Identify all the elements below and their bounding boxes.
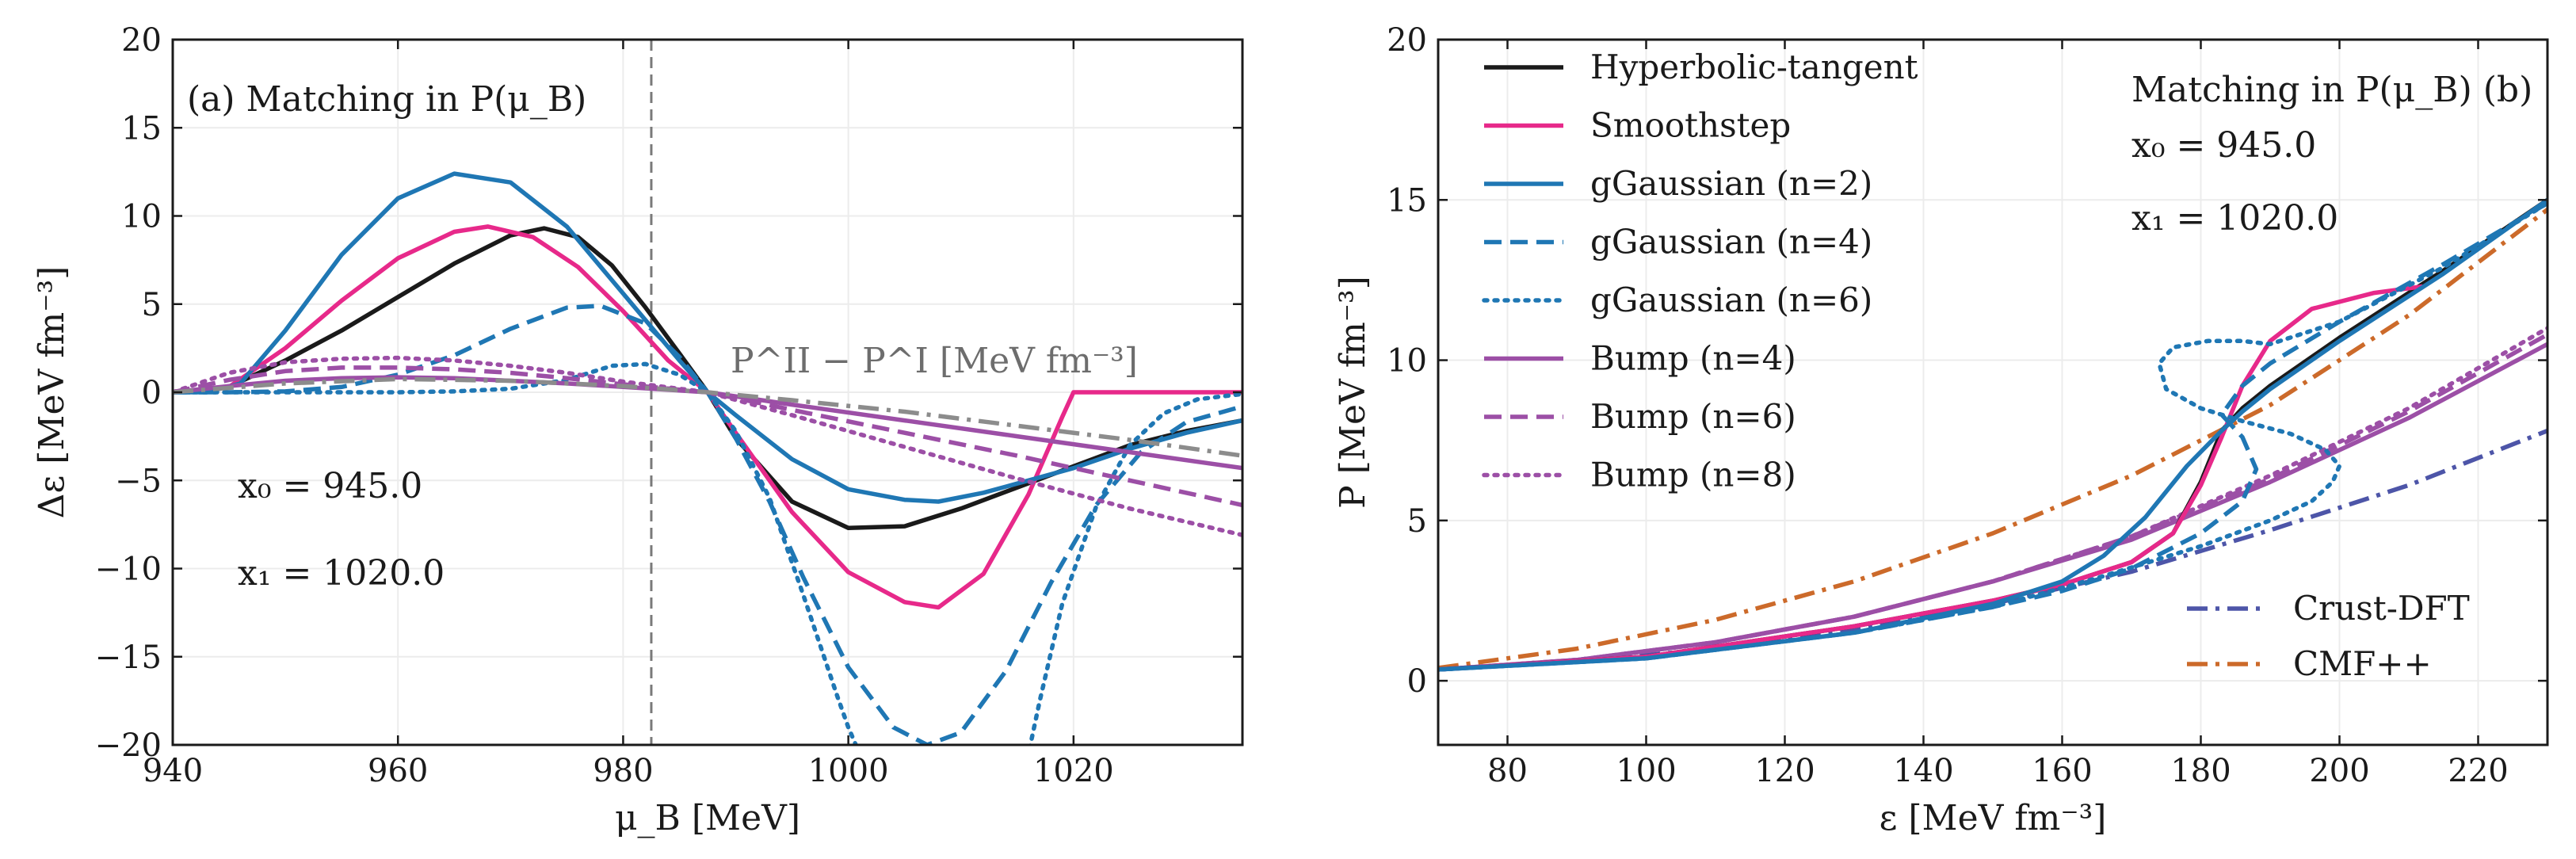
panel-a-x-tick-label: 1020 [1033, 753, 1114, 789]
panel-a-title: (a) Matching in P(μ_B) [187, 79, 586, 120]
panel-a-x-tick-label: 960 [368, 753, 428, 789]
panel-a-y-tick-label: 10 [121, 199, 162, 235]
legend-label-smoothstep: Smoothstep [1590, 106, 1791, 145]
panel-b-x-tick-label: 100 [1616, 753, 1676, 789]
panel-a-x-tick-label: 940 [143, 753, 203, 789]
panel-b-x1-annotation: x₁ = 1020.0 [2131, 198, 2338, 239]
legend-label-ggaussian-n-4: gGaussian (n=4) [1590, 223, 1872, 262]
legend-label-bump-n-4: Bump (n=4) [1590, 339, 1796, 378]
panel-b-series-cmf [1438, 208, 2547, 670]
panel-a-difference-label: P^II − P^I [MeV fm⁻³] [731, 341, 1138, 381]
panel-b-legend-crust-cmf: Crust-DFT CMF++ [2187, 589, 2470, 683]
panel-a-series-bump-n-8 [173, 355, 1242, 537]
panel-a-y-tick-label: −20 [95, 727, 162, 764]
panel-a-x-axis-label: μ_B [MeV] [615, 798, 800, 838]
panel-b-x-tick-label: 200 [2309, 753, 2369, 789]
panel-a-x-tick-label: 1000 [808, 753, 889, 789]
panel-b-x-tick-label: 220 [2448, 753, 2508, 789]
panel-b-x-tick-label: 140 [1893, 753, 1953, 789]
panel-a-series-bump-n-6 [173, 365, 1242, 508]
legend-label-hyperbolic-tangent: Hyperbolic-tangent [1590, 48, 1918, 86]
panel-b-x-tick-label: 160 [2032, 753, 2092, 789]
legend-label-crust-dft: Crust-DFT [2293, 589, 2470, 628]
panel-b-series-bump-n-8 [1438, 326, 2547, 672]
panel-a-x-tick-label: 980 [593, 753, 653, 789]
panel-a-x1-annotation: x₁ = 1020.0 [238, 553, 445, 594]
legend-label-bump-n-6: Bump (n=6) [1590, 397, 1796, 436]
panel-b-series-ggaussian-n-4 [1438, 200, 2547, 672]
panel-b-y-axis-label: P [MeV fm⁻³] [1333, 276, 1373, 509]
panel-b-x-tick-label: 80 [1487, 753, 1528, 789]
legend-label-ggaussian-n-2: gGaussian (n=2) [1590, 164, 1872, 203]
panel-a-y-tick-label: −5 [115, 463, 162, 499]
panel-a-y-tick-label: 15 [121, 110, 162, 147]
panel-a: 940 960 980 1000 1020 −20 −15 −10 −5 0 5 10 15 20 (a)… [32, 22, 1244, 838]
panel-a-series-smoothstep [173, 224, 1242, 610]
panel-a-series-ggaussian-n-4 [173, 304, 1242, 745]
panel-b-y-tick-label: 5 [1407, 503, 1427, 540]
panel-b-grid [1438, 39, 2547, 745]
panel-b: 80 100 120 140 160 180 200 220 0 5 10 15 20 Matching… [1333, 22, 2549, 838]
panel-b-title: Matching in P(μ_B) (b) [2131, 70, 2532, 110]
panel-a-series-ggaussian-n-6 [173, 361, 1242, 745]
panel-a-y-tick-label: 20 [121, 22, 162, 59]
panel-a-plot-area [173, 40, 1242, 745]
panel-a-series-ggaussian-n-2 [173, 171, 1242, 504]
panel-b-y-tick-label: 10 [1387, 343, 1427, 380]
panel-b-plot-area [1438, 198, 2547, 672]
panel-b-series-crust-dft [1438, 428, 2547, 672]
legend-label-cmf: CMF++ [2293, 644, 2432, 683]
panel-b-x0-annotation: x₀ = 945.0 [2131, 125, 2316, 166]
panel-a-y-tick-label: −10 [95, 552, 162, 588]
panel-a-y-tick-label: −15 [95, 639, 162, 676]
panel-b-y-tick-label: 20 [1387, 22, 1427, 59]
panel-b-series-ggaussian-n-6 [1438, 200, 2547, 672]
panel-b-x-tick-label: 120 [1754, 753, 1815, 789]
panel-b-y-tick-label: 0 [1407, 663, 1427, 700]
panel-a-y-axis-label: Δε [MeV fm⁻³] [32, 266, 72, 519]
panel-a-y-tick-label: 5 [142, 287, 162, 323]
panel-b-y-tick-label: 15 [1387, 182, 1427, 219]
panel-a-y-tick-label: 0 [142, 375, 162, 411]
panel-b-frame [1437, 38, 2549, 746]
panel-b-x-tick-label: 180 [2170, 753, 2231, 789]
panel-b-series-smoothstep [1438, 284, 2423, 672]
panel-a-x0-annotation: x₀ = 945.0 [238, 466, 422, 506]
panel-b-legend: Hyperbolic-tangent Smoothstep gGaussian (n… [1482, 48, 1918, 494]
legend-label-bump-n-8: Bump (n=8) [1590, 456, 1796, 494]
panel-a-series-p-ii-p-i [173, 376, 1242, 458]
panel-b-ticks: 80 100 120 140 160 180 200 220 0 5 10 15 20 [1387, 22, 2547, 789]
legend-label-ggaussian-n-6: gGaussian (n=6) [1590, 281, 1872, 319]
panel-b-x-axis-label: ε [MeV fm⁻³] [1880, 798, 2107, 838]
panel-a-ticks: 940 960 980 1000 1020 −20 −15 −10 −5 0 5 10 15 20 [95, 22, 1242, 789]
